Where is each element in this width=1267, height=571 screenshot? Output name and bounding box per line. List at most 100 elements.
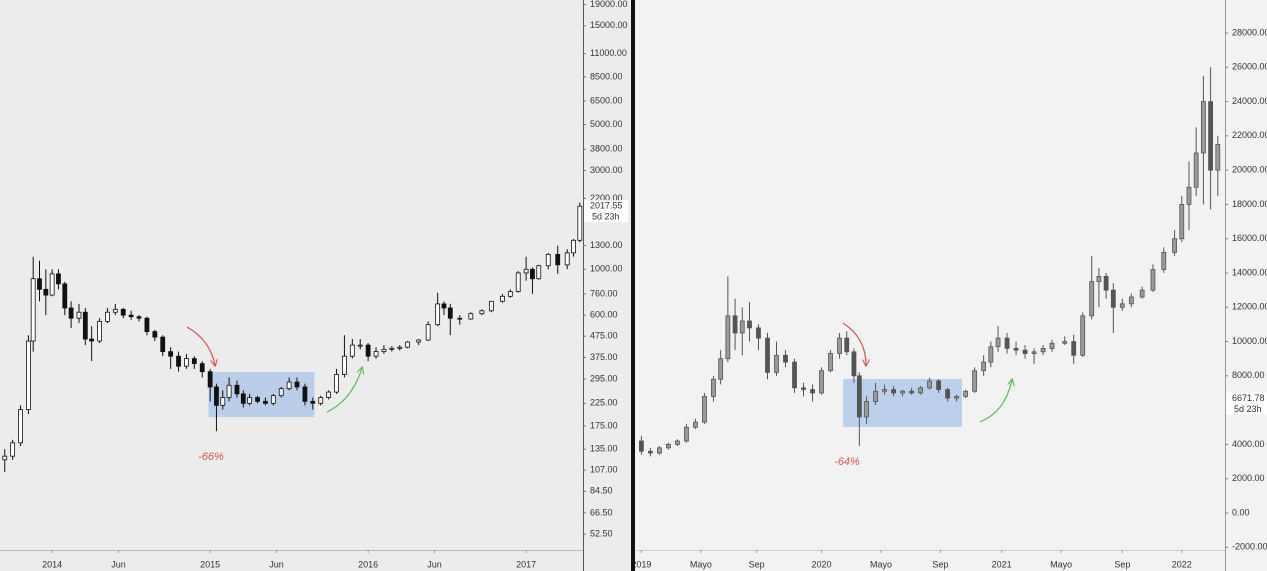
y-tick-label: 19000.00 — [590, 0, 628, 9]
right-plot — [639, 67, 1221, 457]
x-tick-label: Mayo — [870, 559, 892, 569]
x-tick-label: 2014 — [42, 559, 62, 569]
candle-body — [792, 361, 797, 389]
candle-body — [571, 239, 576, 254]
y-tick-label: 135.00 — [590, 444, 618, 454]
candle-body — [981, 361, 987, 372]
candle-body — [1071, 341, 1077, 356]
candle-body — [564, 252, 570, 266]
candle-body — [1080, 315, 1086, 356]
candle-body — [270, 395, 276, 404]
y-tick-label: 2200.00 — [590, 193, 623, 203]
candle-body — [945, 389, 951, 399]
y-tick-label: 8000.00 — [1232, 370, 1265, 380]
x-tick-label: 2016 — [358, 559, 378, 569]
candle-body — [882, 389, 887, 392]
candle-body — [1215, 144, 1221, 171]
candle-body — [207, 371, 213, 388]
y-tick-label: 24000.00 — [1232, 96, 1267, 106]
price-label-bg — [1226, 392, 1267, 415]
arrow-down — [186, 326, 215, 365]
candle-body — [247, 397, 253, 404]
candle-body — [10, 442, 16, 457]
countdown: 5d 23h — [592, 212, 620, 222]
candle-body — [468, 313, 474, 320]
arrow-up — [979, 380, 1012, 423]
candle-body — [739, 320, 745, 334]
candle-body — [693, 421, 698, 428]
y-tick-label: 26000.00 — [1232, 62, 1267, 72]
candle-body — [1119, 303, 1125, 308]
candle-body — [1179, 204, 1185, 240]
y-tick-label: 12000.00 — [1232, 302, 1267, 312]
y-tick-label: 20000.00 — [1232, 165, 1267, 175]
x-tick-label: 2019 — [631, 559, 651, 569]
highlight-box — [208, 371, 315, 418]
x-tick-label: Sep — [1114, 559, 1130, 569]
candle-body — [954, 396, 960, 399]
x-tick-label: Mayo — [690, 559, 712, 569]
candle-body — [837, 337, 842, 354]
arrow-up — [326, 368, 362, 413]
candle-body — [1139, 289, 1145, 298]
annotation: -66% — [198, 451, 224, 463]
candle-body — [851, 351, 857, 377]
candle-body — [801, 387, 806, 390]
candle-body — [936, 380, 942, 390]
candle-body — [326, 391, 332, 398]
y-tick-label: 295.00 — [590, 373, 618, 383]
candle-body — [828, 353, 833, 372]
candle-body — [381, 348, 387, 353]
candle-body — [26, 340, 31, 410]
candle-body — [1062, 341, 1068, 344]
candle-body — [184, 358, 189, 367]
y-tick-label: 600.00 — [590, 310, 618, 320]
candle-body — [545, 253, 551, 267]
candle-body — [530, 268, 535, 280]
x-tick-label: Mayo — [1050, 559, 1072, 569]
candle-body — [302, 386, 308, 402]
y-tick-label: 760.00 — [590, 288, 618, 298]
y-tick-label: 11000.00 — [590, 48, 627, 58]
candle-body — [105, 311, 110, 322]
candle-body — [199, 363, 205, 373]
candle-body — [435, 303, 441, 326]
candle-body — [447, 307, 453, 319]
y-tick-label: 28000.00 — [1232, 27, 1267, 37]
candle-body — [278, 388, 284, 397]
y-tick-label: 1000.00 — [590, 264, 623, 274]
candle-body — [220, 397, 226, 406]
y-tick-label: 16000.00 — [1232, 233, 1267, 243]
candle-body — [819, 370, 824, 394]
candle-body — [666, 444, 671, 449]
candle-body — [856, 375, 862, 418]
y-tick-label: 475.00 — [590, 331, 618, 341]
candle-body — [648, 450, 653, 454]
price-label-bg — [584, 200, 628, 223]
candle-body — [765, 337, 770, 373]
left-plot — [2, 202, 583, 472]
candle-body — [909, 390, 914, 394]
candle-body — [844, 337, 850, 353]
candle-body — [756, 327, 761, 339]
candle-body — [995, 337, 1001, 348]
candle-body — [1128, 296, 1134, 305]
candle-body — [927, 380, 932, 389]
candle-body — [168, 351, 174, 357]
candle-body — [1004, 337, 1010, 349]
candle-body — [1031, 351, 1037, 354]
y-tick-label: 18000.00 — [1232, 199, 1267, 209]
y-tick-label: -2000.00 — [1232, 542, 1267, 552]
candle-body — [1186, 186, 1192, 205]
candle-body — [214, 386, 219, 406]
candle-body — [397, 346, 403, 349]
y-tick-label: 14000.00 — [1232, 267, 1267, 277]
x-tick-label: Jun — [427, 559, 442, 569]
candle-body — [97, 320, 102, 342]
candle-body — [988, 346, 994, 363]
candle-body — [76, 311, 82, 319]
candle-body — [702, 396, 707, 423]
candle-body — [43, 288, 49, 296]
y-tick-label: 107.00 — [590, 465, 618, 475]
candle-body — [373, 351, 379, 357]
